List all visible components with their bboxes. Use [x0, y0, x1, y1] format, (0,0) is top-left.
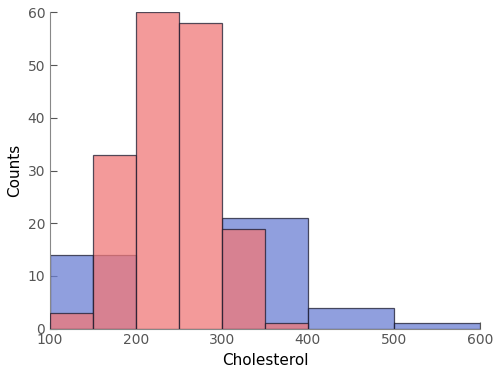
- X-axis label: Cholesterol: Cholesterol: [222, 353, 308, 368]
- Bar: [308, 308, 394, 328]
- Bar: [222, 218, 308, 328]
- Bar: [179, 23, 222, 328]
- Bar: [394, 323, 480, 328]
- Bar: [93, 155, 136, 328]
- Bar: [93, 255, 136, 328]
- Bar: [265, 323, 308, 328]
- Y-axis label: Counts: Counts: [7, 144, 22, 197]
- Bar: [136, 12, 179, 328]
- Bar: [222, 228, 265, 328]
- Bar: [50, 313, 93, 328]
- Bar: [50, 255, 93, 328]
